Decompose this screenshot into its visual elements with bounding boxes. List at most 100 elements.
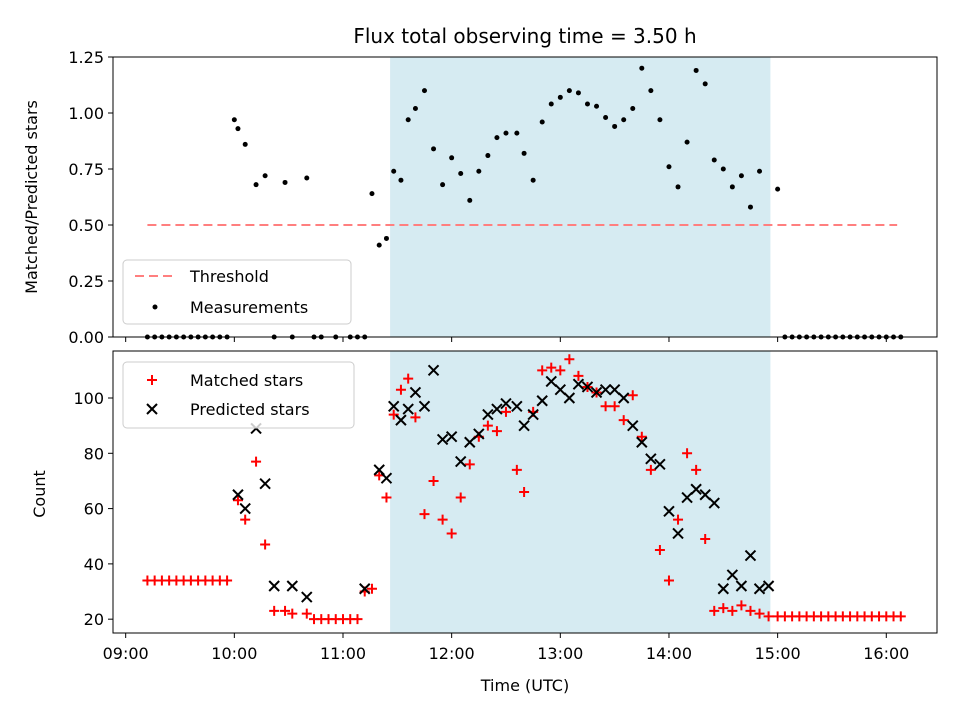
- measurement-point: [539, 119, 545, 125]
- matched-stars-point: [280, 605, 291, 616]
- top-panel-y-ticks: 0.00 0.25 0.50 0.75 1.00 1.25: [68, 48, 113, 347]
- y-tick-label: 1.00: [68, 104, 104, 123]
- x-tick-label: 11:00: [320, 644, 366, 663]
- matched-stars-point: [403, 373, 414, 384]
- x-tick-label: 14:00: [646, 644, 692, 663]
- predicted-stars-point: [464, 436, 476, 448]
- matched-stars-point: [437, 514, 448, 525]
- bottom-legend-box: [122, 361, 355, 429]
- y-tick-label: 0.25: [68, 272, 104, 291]
- measurement-point: [467, 197, 473, 203]
- matched-stars-point: [222, 575, 233, 586]
- measurement-point: [431, 146, 437, 152]
- matched-stars-point: [352, 614, 363, 625]
- measurement-point: [262, 173, 268, 179]
- measurement-point: [253, 182, 259, 188]
- y-tick-label: 100: [73, 389, 104, 408]
- predicted-stars-point: [581, 381, 594, 393]
- predicted-stars-point: [301, 591, 313, 603]
- matched-stars-point: [627, 390, 638, 401]
- y-tick-label: 0.75: [68, 160, 104, 179]
- top-panel-x-ticks: [125, 337, 887, 342]
- observing-window-shade: [390, 351, 771, 633]
- matched-stars-point: [500, 406, 511, 417]
- matched-stars-point: [763, 611, 774, 622]
- matched-stars-point: [618, 415, 629, 426]
- bottom-panel: 20 40 60 80 100 09:00 10:00 11:00 12:00 13:00 14:…: [30, 350, 938, 695]
- measurement-point: [521, 150, 527, 156]
- matched-stars-point: [287, 608, 298, 619]
- matched-stars-point: [673, 514, 684, 525]
- measurement-point: [584, 101, 590, 107]
- matched-stars-point: [573, 370, 584, 381]
- matched-stars-point: [381, 492, 392, 503]
- predicted-stars-point: [286, 580, 298, 592]
- predicted-stars-point: [572, 378, 585, 390]
- matched-stars-point: [232, 495, 243, 506]
- predicted-stars-point: [636, 436, 648, 448]
- measurement-point: [648, 88, 654, 94]
- x-tick-label: 15:00: [755, 644, 801, 663]
- y-tick-label: 60: [84, 500, 104, 519]
- measurement-point: [738, 173, 744, 179]
- matched-stars-point: [754, 608, 765, 619]
- predicted-stars-point: [590, 386, 603, 399]
- predicted-stars-point: [663, 505, 675, 518]
- matched-stars-point: [736, 600, 747, 611]
- predicted-stars-point: [445, 430, 458, 443]
- measurement-point: [242, 141, 248, 147]
- observing-window-shade: [390, 57, 771, 337]
- measurement-point: [440, 182, 446, 188]
- measurements-legend-label: Measurements: [190, 298, 308, 317]
- predicted-stars-point: [395, 414, 407, 426]
- threshold-legend-label: Threshold: [189, 267, 269, 286]
- matched-stars-point: [240, 514, 251, 525]
- matched-stars-point: [663, 575, 674, 586]
- measurement-point: [684, 139, 690, 145]
- matched-stars-point: [691, 464, 702, 475]
- measurement-point: [376, 242, 382, 248]
- top-legend: Threshold Measurements: [122, 259, 352, 325]
- predicted-stars-point: [627, 419, 639, 432]
- matched-stars-point: [464, 459, 475, 470]
- predicted-stars-point: [699, 489, 711, 501]
- bottom-panel-marks: [142, 354, 906, 625]
- predicted-stars-point: [268, 580, 280, 592]
- measurement-point: [494, 135, 500, 141]
- matched-stars-point: [388, 409, 399, 420]
- predicted-stars-point: [387, 400, 400, 413]
- predicted-stars-point: [690, 483, 702, 495]
- top-legend-box: [122, 259, 352, 325]
- top-panel-y-label: Matched/Predicted stars: [22, 100, 41, 294]
- matched-stars-point: [709, 605, 720, 616]
- measurement-point: [747, 204, 753, 210]
- measurement-point: [603, 114, 609, 120]
- predicted-stars-point: [608, 383, 621, 396]
- measurement-point: [391, 168, 397, 174]
- predicted-stars-point: [239, 502, 251, 515]
- matched-stars-point: [555, 365, 566, 376]
- bottom-panel-y-label: Count: [30, 470, 49, 518]
- predicted-stars-point: [436, 433, 449, 446]
- predicted-stars-point: [527, 408, 539, 421]
- measurement-point: [514, 130, 520, 136]
- measurement-point: [458, 170, 464, 176]
- predicted-stars-point: [672, 527, 684, 540]
- top-panel: 0.00 0.25 0.50 0.75 1.00 1.25 Matched/Predict…: [22, 48, 938, 347]
- matched-stars-point: [546, 362, 557, 373]
- y-tick-label: 1.25: [68, 48, 104, 67]
- predicted-stars-point: [511, 400, 523, 413]
- matched-stars-point: [718, 603, 729, 614]
- x-tick-label: 10:00: [211, 644, 257, 663]
- measurement-point: [675, 184, 681, 190]
- predicted-stars-point: [617, 392, 630, 404]
- predicted-stars-point: [563, 392, 576, 404]
- measurement-point: [720, 166, 726, 172]
- predicted-stars-point: [536, 395, 548, 407]
- predicted-legend-label: Predicted stars: [190, 400, 310, 419]
- matched-stars-point: [410, 412, 421, 423]
- matched-stars-point: [395, 384, 406, 395]
- matched-stars-point: [636, 431, 647, 442]
- predicted-stars-point: [654, 458, 666, 471]
- predicted-stars-point: [518, 419, 530, 432]
